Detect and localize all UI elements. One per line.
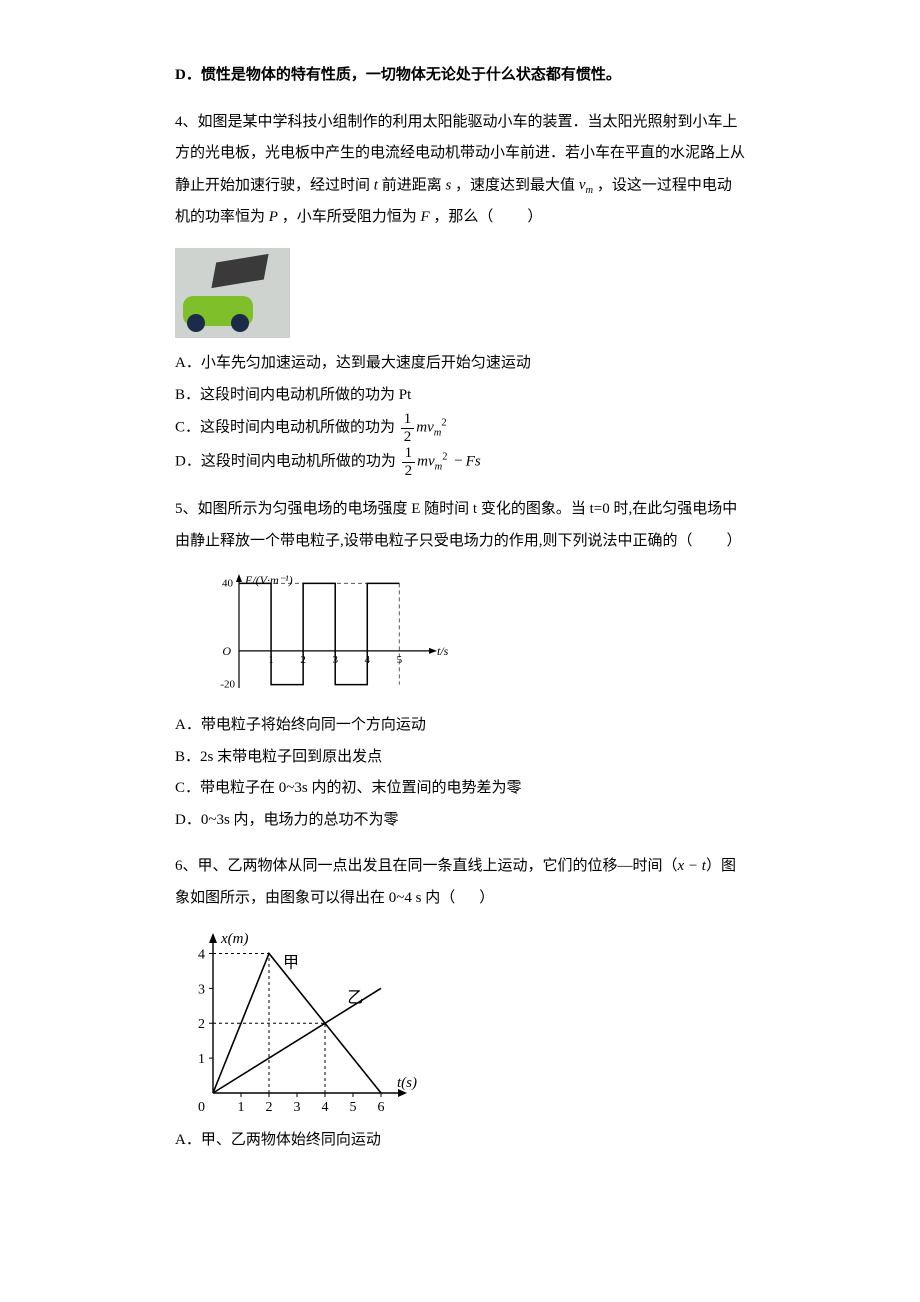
svg-text:1: 1: [198, 1052, 205, 1067]
v-sub: m: [435, 461, 443, 472]
q6-xt: x − t: [678, 858, 706, 874]
svg-text:O: O: [222, 644, 231, 658]
q5-option-a: A．带电粒子将始终向同一个方向运动: [175, 710, 745, 742]
q5-option-c: C．带电粒子在 0~3s 内的初、末位置间的电势差为零: [175, 773, 745, 805]
q4-sym-vm: vm: [579, 170, 593, 202]
q5-prompt: 5、如图所示为匀强电场的电场强度 E 随时间 t 变化的图象。当 t=0 时,在…: [175, 494, 745, 557]
svg-text:5: 5: [350, 1100, 357, 1115]
svg-text:E/(V·m⁻¹): E/(V·m⁻¹): [244, 573, 293, 587]
q4d-pre: D．这段时间内电动机所做的功为: [175, 453, 396, 469]
q5-text: 5、如图所示为匀强电场的电场强度 E 随时间 t 变化的图象。当 t=0 时,在…: [175, 501, 737, 549]
q6-option-a: A．甲、乙两物体始终同向运动: [175, 1125, 745, 1157]
q5-option-b: B．2s 末带电粒子回到原出发点: [175, 742, 745, 774]
svg-text:4: 4: [322, 1100, 329, 1115]
svg-text:-20: -20: [220, 679, 235, 691]
svg-text:3: 3: [332, 654, 338, 666]
q3-option-d: D．惯性是物体的特有性质，一切物体无论处于什么状态都有惯性。: [175, 60, 745, 92]
q4c-pre: C．这段时间内电动机所做的功为: [175, 419, 395, 435]
svg-text:甲: 甲: [283, 954, 299, 971]
v-sub: m: [434, 427, 442, 438]
svg-text:6: 6: [378, 1100, 385, 1115]
Fs-sym: Fs: [466, 453, 481, 469]
svg-text:2: 2: [266, 1100, 273, 1115]
svg-text:2: 2: [198, 1017, 205, 1032]
svg-text:1: 1: [238, 1100, 245, 1115]
q6-text-pre: 6、甲、乙两物体从同一点出发且在同一条直线上运动，它们的位移—时间（: [175, 858, 678, 874]
svg-text:3: 3: [294, 1100, 301, 1115]
v-sup: 2: [441, 417, 446, 428]
q4-option-d: D．这段时间内电动机所做的功为 1 2 mvm2 −Fs: [175, 445, 745, 479]
q6-chart-svg: 1 2 3 4 5 6 1 2 3 4 0 甲乙 x(m) t(s): [175, 929, 425, 1119]
svg-text:3: 3: [198, 982, 205, 997]
q4-sym-s: s: [445, 177, 451, 193]
v-sym: v: [428, 453, 435, 469]
q4d-formula: 1 2 mvm2 −Fs: [400, 445, 481, 479]
frac-den: 2: [401, 428, 415, 446]
q4-text-3: ，速度达到最大值: [455, 177, 575, 193]
q4-option-b: B．这段时间内电动机所做的功为 Pt: [175, 380, 745, 412]
q4-text-end: ，那么（: [433, 209, 493, 225]
car-wheel-shape: [187, 314, 205, 332]
q4-sym-F: F: [420, 209, 429, 225]
q4-sym-t: t: [374, 177, 378, 193]
svg-text:乙: 乙: [347, 989, 363, 1006]
q4-text-2: 前进距离: [382, 177, 442, 193]
q4-option-c: C．这段时间内电动机所做的功为 1 2 mvm2: [175, 411, 745, 445]
svg-text:4: 4: [365, 654, 371, 666]
q4c-formula: 1 2 mvm2: [399, 411, 447, 445]
svg-text:40: 40: [222, 577, 234, 589]
q5-e-vs-t-chart: 40 O -20 1 2 3 4 5 E/(V·m⁻¹) t/s: [205, 572, 455, 702]
q4-sym-P: P: [269, 209, 278, 225]
q5-option-d: D．0~3s 内，电场力的总功不为零: [175, 805, 745, 837]
q4-prompt: 4、如图是某中学科技小组制作的利用太阳能驱动小车的装置．当太阳光照射到小车上方的…: [175, 107, 745, 234]
minus: −: [454, 453, 462, 469]
v-sup: 2: [442, 451, 447, 462]
frac-den: 2: [402, 462, 416, 480]
svg-text:t(s): t(s): [397, 1075, 417, 1091]
frac-num: 1: [401, 411, 415, 428]
m-sym: m: [417, 453, 428, 469]
svg-text:1: 1: [268, 654, 274, 666]
svg-text:5: 5: [397, 654, 403, 666]
frac-num: 1: [402, 445, 416, 462]
q6-x-vs-t-chart: 1 2 3 4 5 6 1 2 3 4 0 甲乙 x(m) t(s): [175, 929, 425, 1119]
svg-text:t/s: t/s: [437, 644, 449, 658]
q6-prompt: 6、甲、乙两物体从同一点出发且在同一条直线上运动，它们的位移—时间（x − t）…: [175, 851, 745, 914]
svg-text:x(m): x(m): [220, 931, 248, 947]
car-wheel-shape: [231, 314, 249, 332]
q4-solar-car-photo: [175, 248, 290, 338]
m-sym: m: [416, 419, 427, 435]
solar-panel-shape: [211, 254, 268, 288]
exam-page: D．惯性是物体的特有性质，一切物体无论处于什么状态都有惯性。 4、如图是某中学科…: [0, 0, 920, 1302]
svg-text:0: 0: [198, 1100, 205, 1115]
q5-chart-svg: 40 O -20 1 2 3 4 5 E/(V·m⁻¹) t/s: [205, 572, 455, 702]
svg-text:2: 2: [300, 654, 306, 666]
svg-text:4: 4: [198, 948, 205, 963]
v-sym: v: [427, 419, 434, 435]
q4-option-a: A．小车先匀加速运动，达到最大速度后开始匀速运动: [175, 348, 745, 380]
vm-sub: m: [585, 185, 593, 196]
q4-text-5: ，小车所受阻力恒为: [282, 209, 417, 225]
